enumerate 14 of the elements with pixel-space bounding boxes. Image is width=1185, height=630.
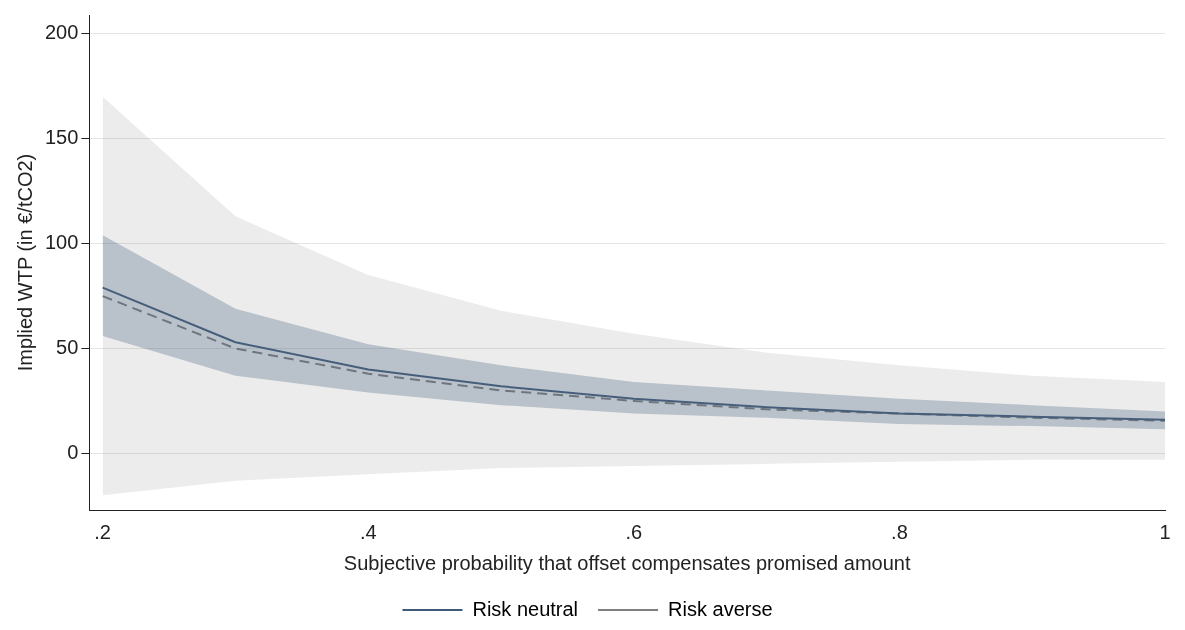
y-axis-title: Implied WTP (in €/tCO2) [13,153,36,372]
x-tick-label: 1 [1159,520,1171,543]
legend-label: Risk neutral [472,597,579,620]
y-tick-label: 150 [44,126,79,149]
legend-label: Risk averse [668,597,773,620]
x-tick-label: .4 [359,520,377,543]
y-tick-label: 0 [67,440,79,463]
y-tick-label: 50 [56,336,79,359]
x-tick-label: .6 [625,520,643,543]
y-tick-label: 200 [44,21,79,44]
x-tick-label: .8 [891,520,908,543]
y-tick-label: 100 [44,231,79,254]
x-tick-label: .2 [94,520,111,543]
x-axis-title: Subjective probability that offset compensates promised amount [343,551,911,574]
